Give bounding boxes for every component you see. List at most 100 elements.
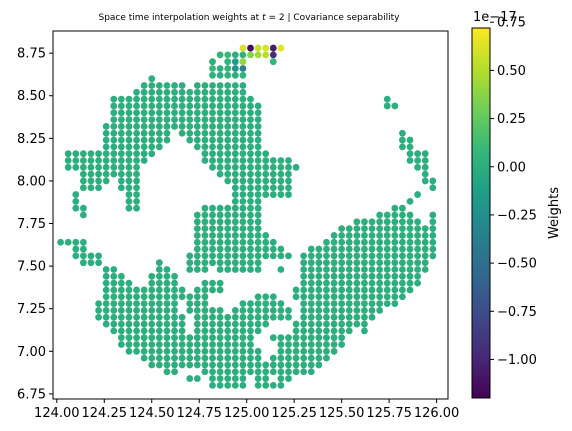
scatter-point [209,204,216,212]
scatter-point [209,136,216,144]
scatter-point [406,225,414,233]
scatter-point [231,116,239,123]
scatter-point [224,320,232,328]
scatter-point [224,368,232,376]
scatter-point [399,238,406,246]
scatter-point [133,102,140,110]
scatter-point [269,368,277,376]
scatter-point [277,191,285,198]
scatter-point [117,123,125,130]
scatter-point [163,354,171,362]
scatter-point [125,123,133,130]
scatter-point [133,197,140,205]
scatter-point [429,245,437,253]
scatter-point [330,252,338,260]
scatter-point [315,293,323,301]
scatter-point [125,129,133,137]
scatter-point [117,286,125,294]
scatter-point [239,204,247,212]
scatter-point [155,143,163,151]
scatter-point [307,307,315,314]
scatter-point [102,150,110,158]
scatter-point [315,279,323,287]
scatter-point [247,361,254,369]
scatter-point [239,150,247,158]
scatter-point [125,320,133,328]
scatter-point [140,109,148,117]
scatter-point [201,143,209,151]
scatter-point [254,361,262,369]
scatter-point [87,163,95,171]
scatter-point [193,347,201,355]
scatter-point [186,266,194,273]
scatter-point [376,211,384,219]
scatter-point [216,347,224,355]
scatter-point [383,232,391,239]
scatter-point [209,71,216,79]
scatter-point [193,354,201,362]
scatter-point [262,184,270,192]
colorbar-tick-label: −0.50 [497,257,537,272]
scatter-point [300,272,308,280]
scatter-point [414,157,422,164]
scatter-point [117,184,125,192]
scatter-point [79,204,87,212]
scatter-point [262,44,270,52]
scatter-point [171,320,178,328]
scatter-point [148,95,156,103]
scatter-point [133,143,140,151]
scatter-point [117,307,125,314]
scatter-point [292,361,300,369]
scatter-point [231,266,239,273]
scatter-point [254,136,262,144]
scatter-point [231,191,239,198]
scatter-point [368,232,376,239]
scatter-point [178,116,186,123]
scatter-point [338,293,346,301]
scatter-point [406,245,414,253]
scatter-point [247,51,254,59]
scatter-point [148,102,156,110]
scatter-point [239,232,247,239]
scatter-point [125,286,133,294]
scatter-point [338,286,346,294]
scatter-point [239,88,247,96]
scatter-point [338,279,346,287]
scatter-point [117,129,125,137]
scatter-point [361,286,368,294]
scatter-point [254,313,262,321]
scatter-point [216,136,224,144]
scatter-point [262,232,270,239]
scatter-point [193,232,201,239]
scatter-point [361,279,368,287]
scatter-point [391,252,399,260]
scatter-point [247,238,254,246]
scatter-point [277,252,285,260]
scatter-point [421,245,429,253]
scatter-point [239,347,247,355]
scatter-point [201,334,209,342]
scatter-point [79,252,87,260]
scatter-point [315,347,323,355]
scatter-point [163,293,171,301]
scatter-point [285,341,292,348]
scatter-point [148,361,156,369]
scatter-point [125,177,133,185]
scatter-point [133,191,140,198]
scatter-point [133,327,140,335]
scatter-point [277,44,285,52]
scatter-point [201,232,209,239]
scatter-point [383,259,391,267]
scatter-point [224,381,232,389]
scatter-point [239,313,247,321]
scatter-point [102,157,110,164]
plot-area-frame [52,30,449,400]
scatter-point [353,252,361,260]
scatter-point [125,300,133,307]
scatter-point [239,197,247,205]
scatter-point [110,266,118,273]
scatter-point [193,307,201,314]
scatter-point [209,211,216,219]
scatter-point [353,238,361,246]
scatter-point [239,116,247,123]
